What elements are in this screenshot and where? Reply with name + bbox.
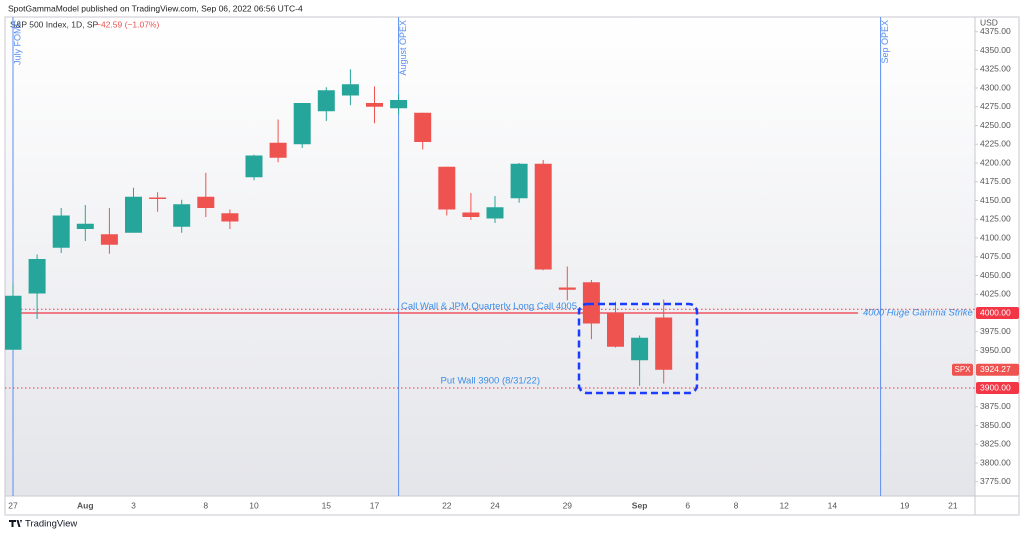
candle-body (341, 84, 359, 96)
candle-body (197, 196, 215, 208)
x-tick-label: 19 (900, 500, 910, 510)
y-tick-label: 4350.00 (980, 45, 1011, 55)
y-tick-label: 3825.00 (980, 439, 1011, 449)
y-tick-label: 4100.00 (980, 232, 1011, 242)
candle-body (414, 112, 432, 142)
y-tick-label: 3800.00 (980, 457, 1011, 467)
y-tick-label: 4125.00 (980, 214, 1011, 224)
y-tick-label: 4175.00 (980, 176, 1011, 186)
y-tick-label: 4300.00 (980, 82, 1011, 92)
symbol-badge-label: SPX (954, 365, 971, 374)
x-tick-label: 14 (828, 500, 838, 510)
candle-body (100, 234, 118, 245)
x-tick-label: Aug (77, 500, 94, 510)
plot: July FOMC August OPEX Sep OPEX 4000 Huge Ga… (5, 17, 975, 496)
candle-body (293, 103, 311, 145)
candle-body (28, 259, 46, 294)
y-tick-label: 4200.00 (980, 157, 1011, 167)
candle-body (438, 166, 456, 210)
x-tick-label: 6 (685, 500, 690, 510)
plot-area (5, 17, 975, 496)
level-text: 4000 Huge Gamma Strike (863, 308, 973, 319)
y-tick-label: 4225.00 (980, 139, 1011, 149)
candle-body (462, 212, 480, 217)
y-tick-label: 4275.00 (980, 101, 1011, 111)
x-tick-label: 21 (948, 500, 958, 510)
y-tick-label: 3775.00 (980, 476, 1011, 486)
event-label: August OPEX (398, 20, 408, 76)
price-badge-label: 3924.27 (980, 364, 1011, 374)
candle-body (390, 100, 408, 109)
publisher: SpotGammaModel published on TradingView.… (8, 3, 303, 13)
candle-body (269, 142, 287, 158)
candle-body (558, 287, 576, 290)
candle-body (655, 317, 673, 370)
candle-body (631, 337, 649, 361)
y-tick-label: 4025.00 (980, 289, 1011, 299)
x-tick-label: 8 (734, 500, 739, 510)
candle-body (173, 204, 191, 227)
x-tick-label: 27 (8, 500, 18, 510)
highlight-box (577, 302, 699, 395)
change: −42.59 (−1.07%) (96, 19, 159, 29)
y-tick-label: 4325.00 (980, 64, 1011, 74)
x-tick-label: 8 (203, 500, 208, 510)
price-badge (976, 363, 1019, 376)
candle-body (221, 213, 239, 222)
candle-body (510, 163, 528, 199)
y-tick-label: 4250.00 (980, 120, 1011, 130)
candle-body (149, 197, 167, 199)
x-tick-label: 15 (322, 500, 332, 510)
y-tick-label: 3975.00 (980, 326, 1011, 336)
event-label: Sep OPEX (880, 20, 890, 64)
candle-body (76, 223, 94, 229)
x-tick-label: 22 (442, 500, 452, 510)
level-badge (976, 382, 1019, 394)
y-tick-label: 4375.00 (980, 26, 1011, 36)
candle-body (52, 215, 70, 248)
level-badge (976, 307, 1019, 319)
candle-body (125, 196, 142, 233)
symbol: S&P 500 Index, 1D, SP (10, 19, 99, 29)
x-tick-label: 12 (779, 500, 789, 510)
x-tick-label: Sep (632, 500, 648, 510)
y-tick-label: 4150.00 (980, 195, 1011, 205)
y-tick-label: 3875.00 (980, 401, 1011, 411)
brand: TradingView (25, 519, 77, 530)
x-tick-label: 3 (131, 500, 136, 510)
currency: USD (980, 17, 998, 27)
candle-body (317, 90, 335, 112)
level-badge-label: 3900.00 (980, 382, 1011, 392)
candle-body (607, 313, 624, 347)
candle-body (534, 163, 552, 270)
y-tick-label: 3850.00 (980, 420, 1011, 430)
level-text: Put Wall 3900 (8/31/22) (441, 376, 540, 387)
logo (9, 520, 22, 527)
level-badge-label: 4000.00 (980, 307, 1011, 317)
symbol-badge (952, 363, 973, 376)
frame (4, 16, 1020, 516)
x-tick-label: 10 (249, 500, 259, 510)
y-tick-label: 4075.00 (980, 251, 1011, 261)
x-tick-label: 17 (370, 500, 380, 510)
y-tick-label: 3950.00 (980, 345, 1011, 355)
y-tick-label: 4050.00 (980, 270, 1011, 280)
x-tick-label: 29 (563, 500, 573, 510)
x-tick-label: 24 (490, 500, 500, 510)
candle-body (486, 207, 504, 219)
level-text: Call Wall & JPM Quarterly Long Call 4005 (401, 301, 577, 312)
candle-body (5, 295, 22, 350)
candle-body (245, 155, 263, 178)
candle-body (366, 103, 383, 107)
event-label: July FOMC (12, 19, 22, 65)
